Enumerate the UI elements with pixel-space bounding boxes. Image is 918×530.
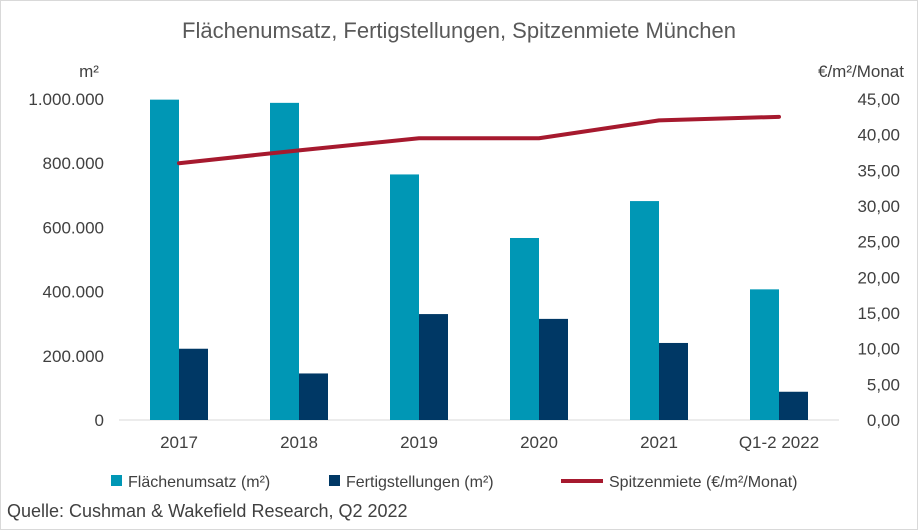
- line-spitzenmiete: [177, 114, 781, 166]
- right-tick-label: 0,00: [867, 411, 900, 430]
- legend-label: Fertigstellungen (m²): [346, 474, 494, 491]
- legend: Flächenumsatz (m²) Fertigstellungen (m²) S…: [111, 474, 798, 491]
- bar-flaechenumsatz: [750, 289, 779, 420]
- legend-swatch: [111, 475, 122, 486]
- right-tick-label: 5,00: [867, 375, 900, 394]
- legend-item-spitzenmiete: Spitzenmiete (€/m²/Monat): [561, 474, 798, 491]
- x-tick-label: Q1-2 2022: [739, 433, 819, 452]
- right-tick-label: 25,00: [857, 233, 900, 252]
- x-tick-label: 2019: [400, 433, 438, 452]
- x-tick-label: 2018: [280, 433, 318, 452]
- right-tick-label: 40,00: [857, 126, 900, 145]
- source-note: Quelle: Cushman & Wakefield Research, Q2…: [7, 501, 408, 521]
- bar-flaechenumsatz: [630, 201, 659, 420]
- right-tick-label: 30,00: [857, 197, 900, 216]
- left-tick-label: 1.000.000: [28, 90, 104, 109]
- right-tick-label: 45,00: [857, 90, 900, 109]
- left-tick-label: 600.000: [43, 218, 104, 237]
- bar-flaechenumsatz: [390, 174, 419, 420]
- x-tick-label: 2021: [640, 433, 678, 452]
- legend-item-fertigstellungen: Fertigstellungen (m²): [329, 474, 494, 491]
- right-axis-ticks: 0,00 5,00 10,00 15,00 20,00 25,00 30,00 35,00 40…: [857, 90, 900, 430]
- x-axis-ticks: 2017 2018 2019 2020 2021 Q1-2 2022: [160, 433, 819, 452]
- bar-fertigstellungen: [779, 391, 808, 420]
- left-tick-label: 0: [95, 411, 104, 430]
- right-tick-label: 20,00: [857, 268, 900, 287]
- bar-fertigstellungen: [299, 373, 328, 420]
- bar-fertigstellungen: [179, 348, 208, 420]
- right-tick-label: 15,00: [857, 304, 900, 323]
- left-axis-ticks: 0 200.000 400.000 600.000 800.000 1.000.000: [28, 90, 104, 430]
- right-axis-unit: €/m²/Monat: [818, 62, 904, 81]
- bar-fertigstellungen: [539, 318, 568, 420]
- left-tick-label: 800.000: [43, 154, 104, 173]
- legend-label: Flächenumsatz (m²): [128, 474, 270, 491]
- legend-label: Spitzenmiete (€/m²/Monat): [609, 474, 798, 491]
- legend-swatch: [329, 475, 340, 486]
- right-tick-label: 10,00: [857, 340, 900, 359]
- left-tick-label: 400.000: [43, 283, 104, 302]
- bar-series: [150, 99, 808, 421]
- bar-flaechenumsatz: [270, 102, 299, 421]
- left-tick-label: 200.000: [43, 347, 104, 366]
- left-axis-unit: m²: [79, 62, 99, 81]
- bar-flaechenumsatz: [150, 99, 179, 420]
- chart-title: Flächenumsatz, Fertigstellungen, Spitzen…: [182, 18, 736, 43]
- legend-item-flaechenumsatz: Flächenumsatz (m²): [111, 474, 270, 491]
- right-tick-label: 35,00: [857, 161, 900, 180]
- bar-fertigstellungen: [659, 342, 688, 420]
- bar-fertigstellungen: [419, 314, 448, 420]
- x-tick-label: 2017: [160, 433, 198, 452]
- x-tick-label: 2020: [520, 433, 558, 452]
- bar-flaechenumsatz: [510, 237, 539, 420]
- line-series: [177, 114, 781, 166]
